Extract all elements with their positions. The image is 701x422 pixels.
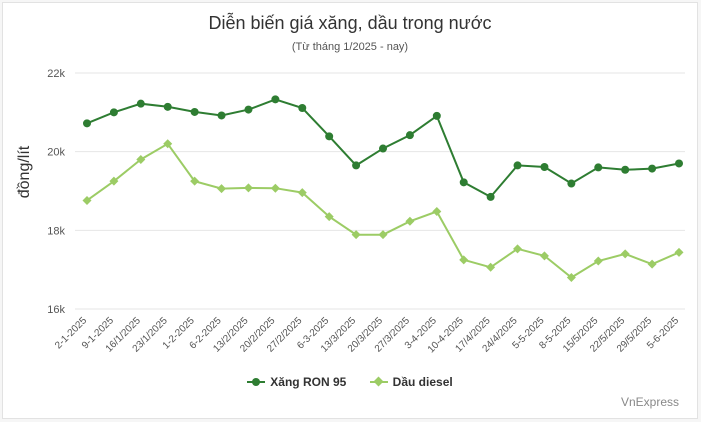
data-point-diesel xyxy=(270,183,280,193)
data-point-diesel xyxy=(620,249,630,259)
data-point-diesel xyxy=(109,176,119,186)
legend-item-ron95[interactable]: Xăng RON 95 xyxy=(247,375,346,389)
data-point-diesel xyxy=(190,176,200,186)
data-point-ron95 xyxy=(567,179,576,188)
data-point-ron95 xyxy=(136,99,145,108)
data-point-diesel xyxy=(513,244,523,254)
data-point-diesel xyxy=(351,230,361,240)
data-point-diesel xyxy=(539,251,549,261)
legend-label-ron95: Xăng RON 95 xyxy=(270,375,347,389)
data-point-diesel xyxy=(566,273,576,283)
data-point-ron95 xyxy=(675,159,683,168)
data-point-ron95 xyxy=(379,144,387,153)
source-credit: VnExpress xyxy=(620,395,679,409)
data-point-ron95 xyxy=(109,108,118,117)
data-point-diesel xyxy=(486,262,496,272)
data-point-diesel xyxy=(674,247,684,257)
data-point-ron95 xyxy=(352,161,361,170)
data-point-ron95 xyxy=(163,102,172,111)
data-point-ron95 xyxy=(594,163,603,172)
data-point-diesel xyxy=(647,259,657,269)
data-point-diesel xyxy=(217,184,227,194)
legend-swatch-ron95 xyxy=(247,377,266,387)
y-tick-label: 18k xyxy=(47,225,65,237)
data-point-diesel xyxy=(243,183,253,193)
data-point-ron95 xyxy=(298,104,307,113)
legend: Xăng RON 95 Dầu diesel xyxy=(3,375,697,390)
legend-swatch-diesel xyxy=(369,377,388,387)
y-tick-label: 22k xyxy=(47,68,65,80)
data-point-diesel xyxy=(405,216,415,226)
data-point-diesel xyxy=(324,212,334,222)
data-point-ron95 xyxy=(244,105,253,114)
data-point-diesel xyxy=(459,255,469,265)
line-chart: 16k18k20k22k2-1-20259-1-202516/1/202523/… xyxy=(47,68,685,355)
data-point-ron95 xyxy=(217,111,226,120)
chart-title: Diễn biến giá xăng, dầu trong nước xyxy=(208,13,492,33)
data-point-ron95 xyxy=(540,163,549,172)
data-point-ron95 xyxy=(459,178,468,187)
data-point-diesel xyxy=(136,155,146,165)
data-point-ron95 xyxy=(405,131,414,140)
data-point-ron95 xyxy=(271,95,280,104)
data-point-ron95 xyxy=(325,132,334,141)
data-point-ron95 xyxy=(486,192,495,201)
chart-subtitle: (Từ tháng 1/2025 - nay) xyxy=(291,41,409,53)
data-point-diesel xyxy=(163,139,173,149)
legend-item-diesel[interactable]: Dầu diesel xyxy=(369,375,453,389)
data-point-diesel xyxy=(297,188,307,198)
data-point-ron95 xyxy=(83,119,91,128)
data-point-diesel xyxy=(82,195,92,205)
data-point-ron95 xyxy=(648,164,657,173)
y-tick-label: 16k xyxy=(47,304,65,316)
series-line-diesel xyxy=(86,142,680,279)
data-point-diesel xyxy=(378,230,388,240)
data-point-ron95 xyxy=(621,165,630,174)
data-point-ron95 xyxy=(513,161,522,170)
data-point-diesel xyxy=(593,256,603,266)
data-point-ron95 xyxy=(190,107,199,116)
legend-label-diesel: Dầu diesel xyxy=(392,375,453,389)
data-point-ron95 xyxy=(432,111,441,120)
y-tick-label: 20k xyxy=(47,147,65,159)
data-point-diesel xyxy=(432,206,442,216)
